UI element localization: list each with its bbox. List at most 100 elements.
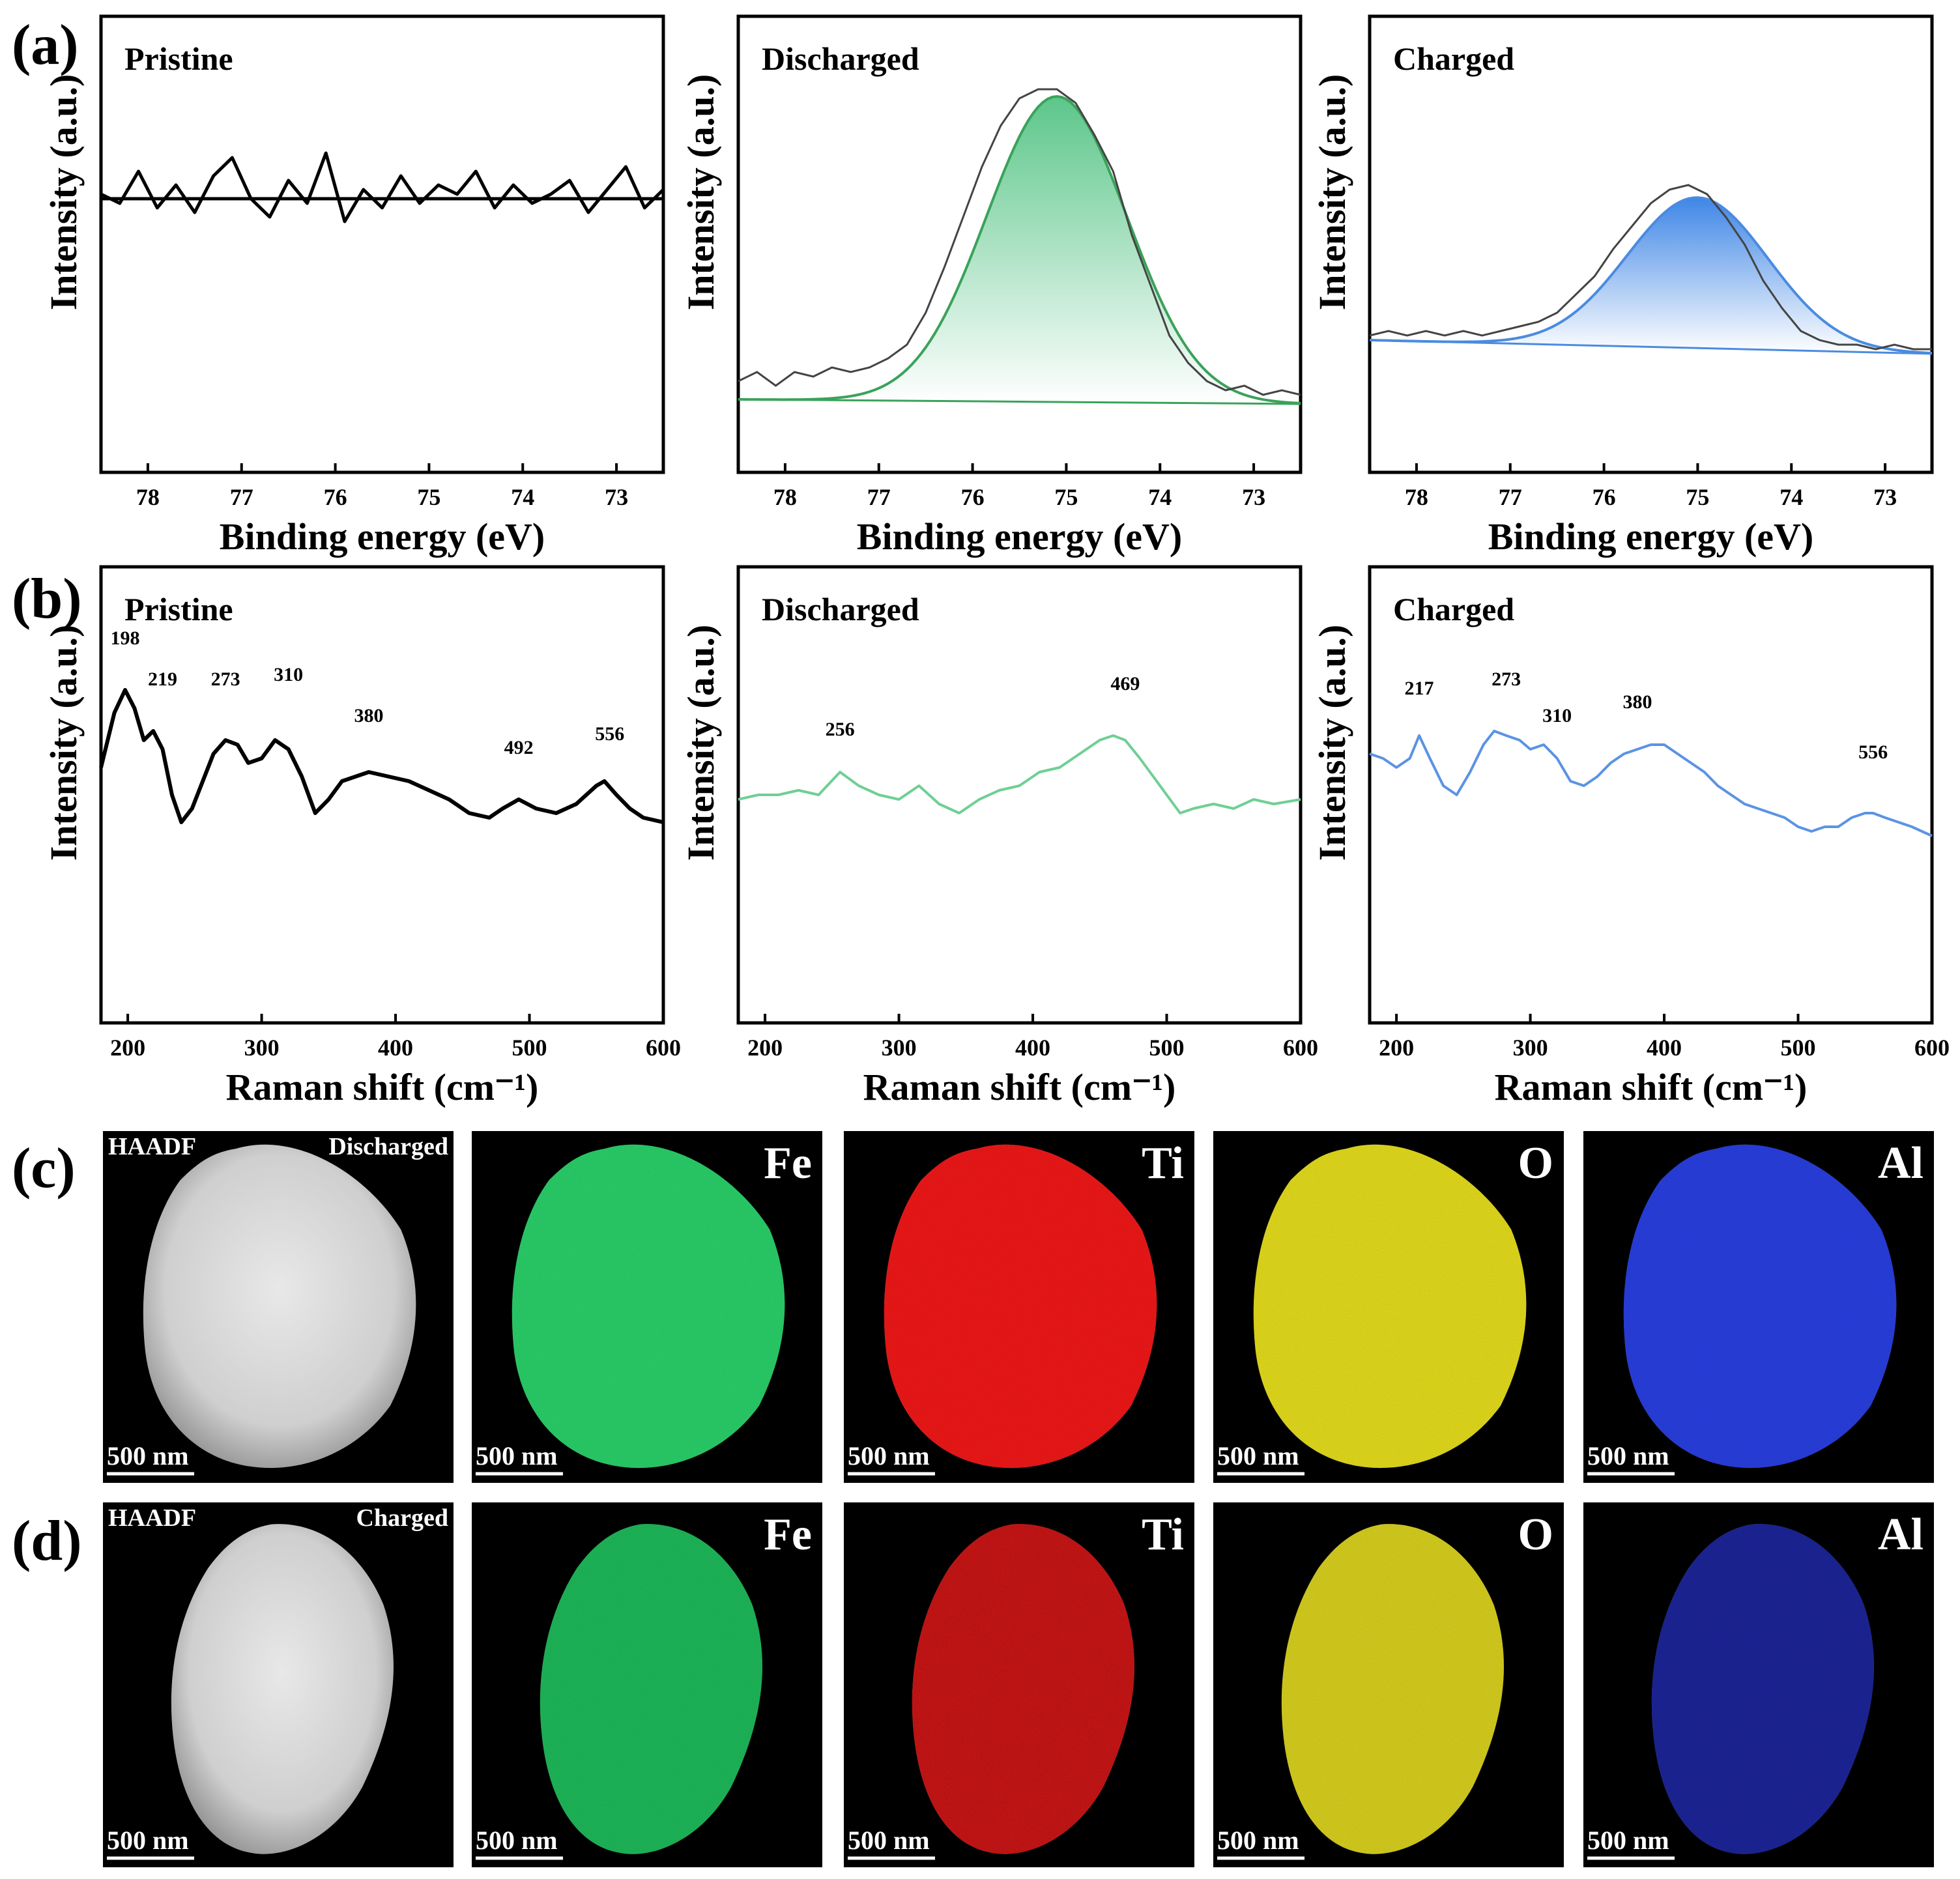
particle [171,1524,394,1854]
x-tick-label: 75 [1686,484,1709,510]
sample-title: Pristine [124,40,233,77]
fit-peak-area [738,96,1301,404]
peak-label: 256 [826,719,855,740]
fit-peak-area [1370,197,1932,354]
particle [912,1524,1134,1854]
x-axis-title: Raman shift (cm⁻¹) [1495,1066,1808,1108]
x-tick-label: 74 [1780,484,1803,510]
eds-map-o: O 500 nm [1213,1131,1564,1483]
x-tick-label: 200 [747,1035,783,1061]
haadf-label: HAADF [108,1504,196,1532]
panel-letter-c: (c) [12,1137,76,1200]
x-axis-title: Binding energy (eV) [220,515,545,558]
spectrum-line [738,734,1301,814]
x-tick-label: 600 [646,1035,681,1061]
peak-label: 219 [148,668,177,690]
x-tick-label: 500 [512,1035,547,1061]
peak-label: 556 [1858,741,1888,763]
peak-label: 469 [1110,673,1140,695]
element-label: Al [1878,1510,1924,1560]
x-tick-label: 77 [1499,484,1522,510]
scale-bar-label: 500 nm [848,1441,930,1470]
peak-label: 217 [1405,678,1434,699]
particle [1281,1524,1504,1854]
x-tick-label: 78 [136,484,160,510]
x-tick-label: 500 [1149,1035,1185,1061]
x-tick-label: 75 [1054,484,1078,510]
x-tick-label: 76 [324,484,347,510]
x-axis-title: Binding energy (eV) [1488,515,1813,558]
x-tick-label: 73 [605,484,628,510]
element-label: O [1518,1510,1553,1560]
x-tick-label: 400 [1647,1035,1682,1061]
chart-raman-discharged: 200 300 400 500 600 Discharged Raman shift (cm… [680,565,1318,1108]
particle [1651,1524,1874,1854]
scale-bar-label: 500 nm [107,1826,189,1855]
haadf-label: HAADF [108,1133,196,1160]
x-tick-label: 76 [961,484,985,510]
panel-letter-a: (a) [12,14,79,77]
y-axis-title: Intensity (a.u.) [680,74,722,311]
background-line [738,398,1301,405]
peak-label: 310 [1542,705,1572,726]
spectrum-line [100,151,665,223]
eds-map-al: Al 500 nm [1583,1131,1934,1483]
raw-spectrum-line [738,88,1301,396]
background-line [1369,339,1933,355]
plot-frame [1368,14,1934,474]
panel-letter-b: (b) [12,567,82,631]
element-label: Fe [764,1510,812,1560]
haadf-image: HAADF Discharged 500 nm [103,1131,454,1483]
eds-map-fe: Fe 500 nm [472,1502,822,1867]
x-tick-label: 73 [1242,484,1265,510]
eds-map-fe: Fe 500 nm [472,1131,822,1483]
y-axis-title: Intensity (a.u.) [42,74,85,311]
x-tick-label: 600 [1914,1035,1950,1061]
peak-label: 310 [274,664,303,685]
particle [1253,1144,1527,1469]
scale-bar-label: 500 nm [1587,1441,1669,1470]
plot-frame [736,14,1303,474]
x-tick-label: 200 [1379,1035,1414,1061]
raw-spectrum-line [1369,184,1932,351]
chart-raman-pristine: 200 300 400 500 600 Pristine Raman shift (cm⁻¹… [42,565,681,1108]
x-tick-label: 400 [378,1035,413,1061]
eds-map-ti: Ti 500 nm [844,1131,1194,1483]
x-tick-label: 300 [244,1035,280,1061]
x-tick-label: 76 [1592,484,1616,510]
y-axis-title: Intensity (a.u.) [42,625,85,861]
y-axis-title: Intensity (a.u.) [680,625,722,861]
chart-raman-charged: 200 300 400 500 600 Charged Raman shift (cm⁻¹)… [1311,565,1950,1108]
scale-bar-label: 500 nm [848,1826,930,1855]
peak-label: 273 [1492,668,1521,690]
peak-label: 556 [595,723,624,745]
sample-title: Charged [1393,591,1514,627]
fit-envelope-line [738,94,1301,405]
x-axis-title: Raman shift (cm⁻¹) [226,1066,539,1108]
haadf-image: HAADF Charged 500 nm [103,1502,454,1867]
scale-bar-label: 500 nm [1217,1826,1299,1855]
scale-bar-label: 500 nm [1587,1826,1669,1855]
sample-title: Discharged [762,591,919,627]
x-axis-title: Raman shift (cm⁻¹) [863,1066,1176,1108]
x-tick-label: 200 [110,1035,145,1061]
x-tick-label: 75 [417,484,440,510]
x-tick-label: 78 [1405,484,1428,510]
peak-label: 380 [354,705,383,726]
x-tick-label: 74 [1148,484,1172,510]
state-label: Charged [356,1504,448,1532]
x-tick-label: 77 [230,484,253,510]
chart-xps-charged: 78 77 76 75 74 73 Charged Binding energy (eV) In… [1311,14,1934,558]
spectrum-line [1369,730,1933,837]
state-label: Discharged [328,1133,448,1160]
x-tick-label: 73 [1873,484,1897,510]
plot-frame [1368,565,1934,1025]
peak-label: 273 [211,668,240,690]
x-tick-label: 74 [511,484,534,510]
x-tick-label: 500 [1781,1035,1816,1061]
particle [143,1144,416,1469]
eds-map-o: O 500 nm [1213,1502,1564,1867]
particle [1623,1144,1897,1469]
peak-label: 380 [1622,691,1652,713]
sample-title: Discharged [762,40,919,77]
